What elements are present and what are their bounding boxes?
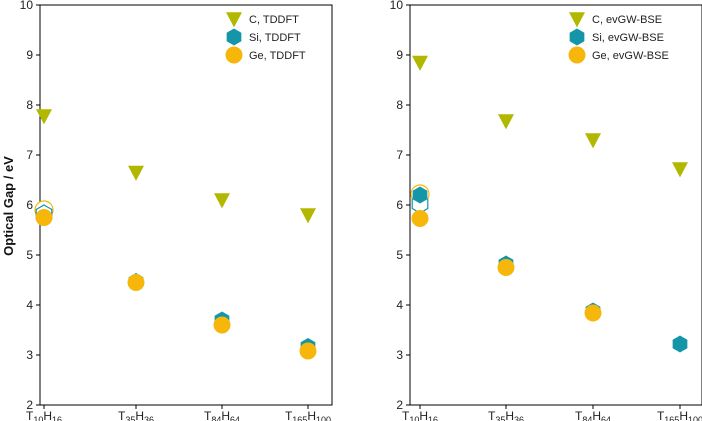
right-legend-label-c: C, evGW-BSE: [592, 14, 662, 26]
left-legend-marker-ge: [225, 46, 243, 64]
left-x-tick-label: T165H100: [285, 409, 331, 421]
left-x-tick-label: T35H36: [118, 409, 154, 421]
right-y-tick-label: 3: [396, 348, 403, 362]
left-x-tick-label: T10H16: [26, 409, 62, 421]
right-x-tick-label: T10H16: [402, 409, 438, 421]
right-plot-frame: [409, 4, 702, 406]
left-point-c: [214, 193, 230, 209]
left-y-tick-label: 5: [26, 248, 33, 262]
right-y-tick-label: 10: [390, 0, 404, 12]
left-y-tick-label: 8: [26, 98, 33, 112]
left-point-ge: [213, 316, 231, 334]
right-point-ge: [584, 304, 602, 322]
right-y-tick-label: 7: [396, 148, 403, 162]
left-panel-tddft: 2 3 4 5 6 7 8 9 10 T10H16 T35H36 T84H64 T165H100 C, T…: [20, 0, 333, 421]
right-point-si: [412, 186, 428, 204]
right-legend-marker-c: [569, 12, 585, 28]
left-plot-frame: [39, 4, 333, 406]
right-y-tick-label: 6: [396, 198, 403, 212]
left-point-ge: [35, 209, 53, 226]
right-legend-label-si: Si, evGW-BSE: [592, 32, 664, 44]
right-legend-marker-ge: [568, 46, 586, 64]
left-point-ge: [299, 342, 317, 360]
left-legend-label-si: Si, TDDFT: [249, 32, 301, 44]
left-point-c: [36, 109, 52, 125]
left-legend-marker-c: [226, 12, 242, 28]
left-y-tick-label: 2: [26, 398, 33, 412]
right-y-tick-label: 2: [396, 398, 403, 412]
right-x-tick-label: T35H36: [488, 409, 524, 421]
right-point-ge: [497, 259, 515, 276]
left-y-tick-label: 10: [20, 0, 34, 12]
right-legend-marker-si: [569, 28, 585, 46]
y-axis-label: Optical Gap / eV: [1, 156, 16, 256]
left-point-ge: [127, 274, 145, 291]
right-x-tick-label: T165H100: [657, 409, 702, 421]
right-y-tick-label: 8: [396, 98, 403, 112]
left-point-c: [128, 165, 144, 181]
right-y-tick-label: 5: [396, 248, 403, 262]
right-y-tick-label: 9: [396, 48, 403, 62]
left-y-tick-label: 4: [26, 298, 33, 312]
left-y-tick-label: 6: [26, 198, 33, 212]
left-point-c: [300, 208, 316, 224]
right-point-c: [498, 114, 514, 130]
left-y-tick-label: 9: [26, 48, 33, 62]
left-y-tick-label: 3: [26, 348, 33, 362]
right-y-tick-label: 4: [396, 298, 403, 312]
right-point-ge: [411, 210, 429, 227]
left-legend-label-c: C, TDDFT: [249, 14, 299, 26]
right-x-tick-label: T84H64: [575, 409, 611, 421]
right-point-si: [672, 335, 688, 353]
right-panel-evgw-bse: 2 3 4 5 6 7 8 9 10 T10H16 T35H36 T84H64 T165H100 C, e…: [390, 0, 702, 421]
left-x-tick-label: T84H64: [204, 409, 240, 421]
right-point-c: [672, 162, 688, 178]
left-y-tick-label: 7: [26, 148, 33, 162]
left-legend-label-ge: Ge, TDDFT: [249, 50, 306, 62]
right-point-c: [412, 55, 428, 71]
right-legend-label-ge: Ge, evGW-BSE: [592, 50, 669, 62]
left-legend-marker-si: [226, 28, 242, 46]
right-point-c: [585, 133, 601, 149]
